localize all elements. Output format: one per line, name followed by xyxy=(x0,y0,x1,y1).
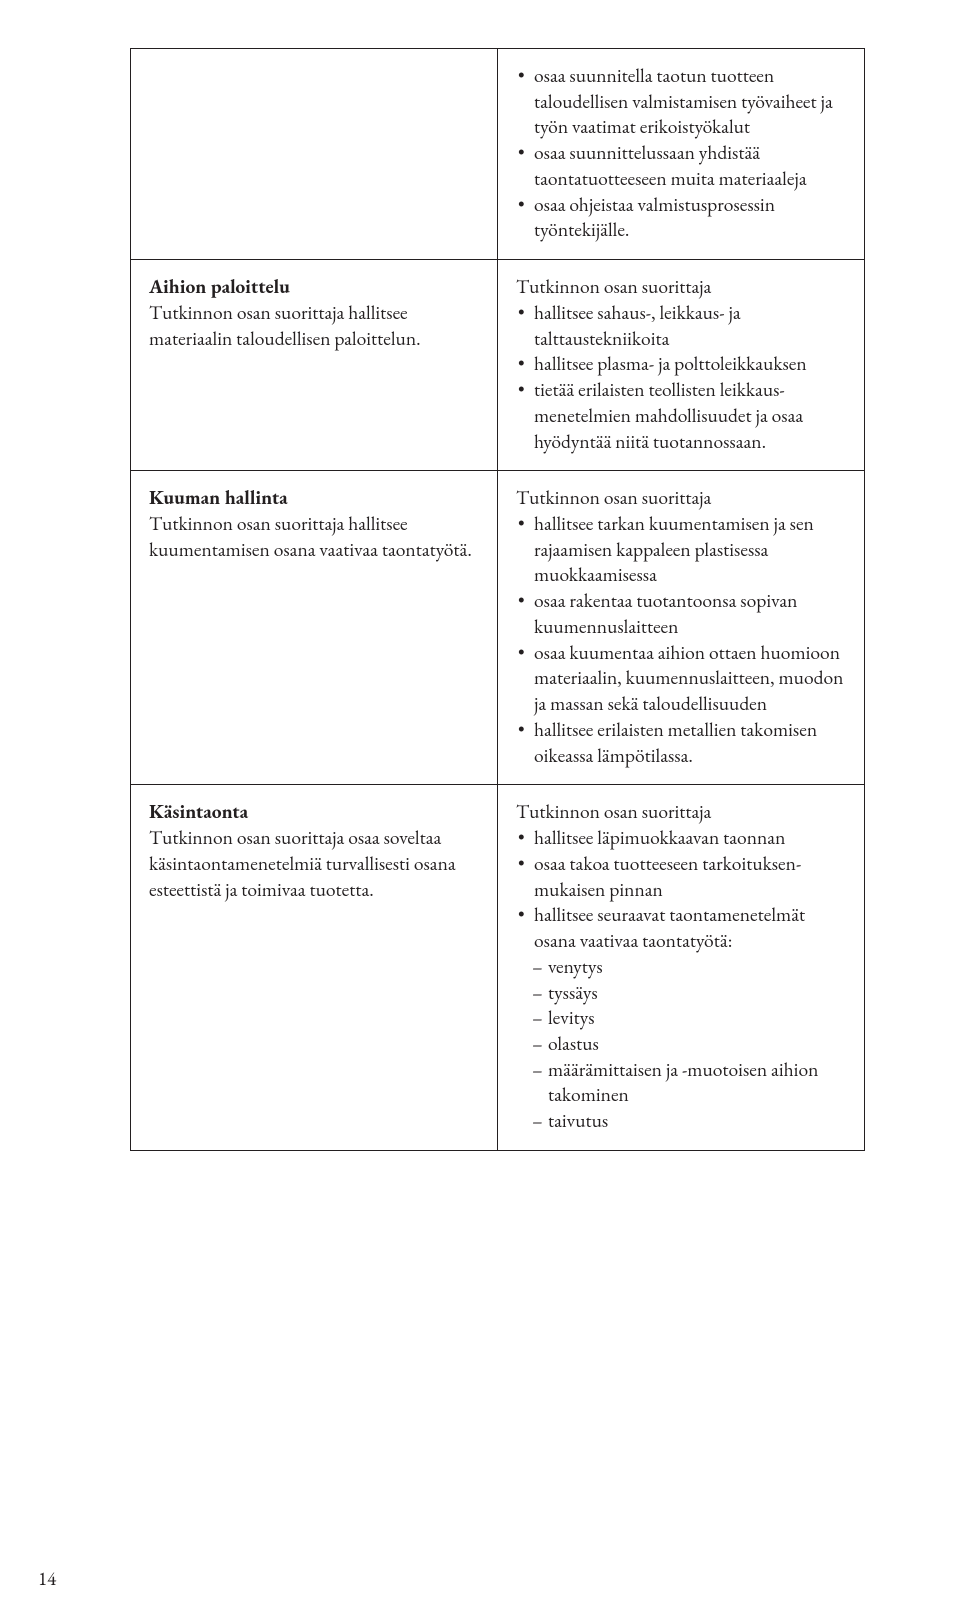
row-body: Tutkinnon osan suorittaja osaa soveltaa … xyxy=(149,825,479,902)
cell-left: Käsintaonta Tutkinnon osan suorittaja os… xyxy=(131,785,498,1151)
table-row: Aihion paloittelu Tutkinnon osan suoritt… xyxy=(131,260,865,471)
bullet-list: osaa suunnitella taotun tuotteen taloude… xyxy=(516,63,846,243)
row-title: Kuuman hallinta xyxy=(149,484,288,510)
dash-text: levitys xyxy=(548,1004,595,1030)
list-item: hallitsee tarkan kuumentamisen ja sen ra… xyxy=(516,511,846,588)
bullet-text: osaa kuumentaa aihion ottaen huomioon ma… xyxy=(534,639,843,716)
list-item: osaa suunnitella taotun tuotteen taloude… xyxy=(516,63,846,140)
list-item: osaa suunnittelussaan yhdistää taontatuo… xyxy=(516,140,846,191)
dash-text: olastus xyxy=(548,1030,599,1056)
bullet-text: hallitsee erilaisten metallien takomisen… xyxy=(534,716,817,768)
cell-right: Tutkinnon osan suorittaja hallitsee saha… xyxy=(498,260,865,471)
bullet-text: osaa takoa tuotteeseen tarkoituksen­muka… xyxy=(534,850,801,902)
bullet-text: hallitsee sahaus-, leikkaus- ja talttaus… xyxy=(534,299,741,351)
table-row: Kuuman hallinta Tutkinnon osan suorittaj… xyxy=(131,471,865,785)
list-item: määrämittaisen ja -muotoisen aihion tako… xyxy=(516,1057,846,1108)
bullet-list: hallitsee tarkan kuumentamisen ja sen ra… xyxy=(516,511,846,768)
competency-table: osaa suunnitella taotun tuotteen taloude… xyxy=(130,48,865,1151)
cell-right: Tutkinnon osan suorittaja hallitsee läpi… xyxy=(498,785,865,1151)
bullet-text: osaa suunnitella taotun tuotteen taloude… xyxy=(534,62,833,139)
row-title: Käsintaonta xyxy=(149,798,248,824)
cell-right: Tutkinnon osan suorittaja hallitsee tark… xyxy=(498,471,865,785)
dash-text: venytys xyxy=(548,953,603,979)
list-item: hallitsee plasma- ja poltto­leikkauksen xyxy=(516,351,846,377)
cell-left: Aihion paloittelu Tutkinnon osan suoritt… xyxy=(131,260,498,471)
bullet-text: hallitsee plasma- ja poltto­leikkauksen xyxy=(534,350,807,376)
cell-right: osaa suunnitella taotun tuotteen taloude… xyxy=(498,49,865,260)
list-item: osaa ohjeistaa valmistusprosessin työnte… xyxy=(516,192,846,243)
row-body: Tutkinnon osan suorittaja hallitsee kuum… xyxy=(149,511,479,562)
cell-left: Kuuman hallinta Tutkinnon osan suorittaj… xyxy=(131,471,498,785)
bullet-text: osaa ohjeistaa valmistusprosessin työnte… xyxy=(534,191,775,243)
list-item: olastus xyxy=(516,1031,846,1057)
dash-text: määrämittaisen ja -muotoisen aihion tako… xyxy=(548,1056,818,1108)
list-item: osaa kuumentaa aihion ottaen huomioon ma… xyxy=(516,640,846,717)
table-body: osaa suunnitella taotun tuotteen taloude… xyxy=(131,49,865,1151)
bullet-list: hallitsee sahaus-, leikkaus- ja talttaus… xyxy=(516,300,846,454)
bullet-text: hallitsee tarkan kuumentamisen ja sen ra… xyxy=(534,510,814,587)
dash-text: tyssäys xyxy=(548,979,598,1005)
list-item: hallitsee seuraavat taontamene­telmät os… xyxy=(516,902,846,953)
document-page: osaa suunnitella taotun tuotteen taloude… xyxy=(0,0,960,1615)
list-item: osaa takoa tuotteeseen tarkoituksen­muka… xyxy=(516,851,846,902)
intro-line: Tutkinnon osan suorittaja xyxy=(516,485,846,511)
table-row: Käsintaonta Tutkinnon osan suorittaja os… xyxy=(131,785,865,1151)
list-item: hallitsee sahaus-, leikkaus- ja talttaus… xyxy=(516,300,846,351)
list-item: hallitsee läpimuokkaavan taonnan xyxy=(516,825,846,851)
list-item: taivutus xyxy=(516,1108,846,1134)
list-item: osaa rakentaa tuotantoonsa sopivan kuume… xyxy=(516,588,846,639)
cell-left xyxy=(131,49,498,260)
bullet-text: hallitsee seuraavat taontamene­telmät os… xyxy=(534,901,805,953)
row-body: Tutkinnon osan suorittaja hallitsee mate… xyxy=(149,300,479,351)
list-item: tyssäys xyxy=(516,980,846,1006)
table-row: osaa suunnitella taotun tuotteen taloude… xyxy=(131,49,865,260)
bullet-list: hallitsee läpimuokkaavan taonnan osaa ta… xyxy=(516,825,846,954)
list-item: hallitsee erilaisten metallien takomisen… xyxy=(516,717,846,768)
page-number: 14 xyxy=(38,1566,56,1591)
list-item: levitys xyxy=(516,1005,846,1031)
dash-list: venytys tyssäys levitys olastus määrämit… xyxy=(516,954,846,1134)
bullet-text: osaa suunnittelussaan yhdistää taontatuo… xyxy=(534,139,807,191)
dash-text: taivutus xyxy=(548,1107,608,1133)
row-title: Aihion paloittelu xyxy=(149,273,290,299)
bullet-text: osaa rakentaa tuotantoonsa sopivan kuume… xyxy=(534,587,797,639)
bullet-text: hallitsee läpimuokkaavan taonnan xyxy=(534,824,785,850)
intro-line: Tutkinnon osan suorittaja xyxy=(516,274,846,300)
intro-line: Tutkinnon osan suorittaja xyxy=(516,799,846,825)
bullet-text: tietää erilaisten teollisten leikkaus­me… xyxy=(534,376,803,453)
list-item: tietää erilaisten teollisten leikkaus­me… xyxy=(516,377,846,454)
list-item: venytys xyxy=(516,954,846,980)
